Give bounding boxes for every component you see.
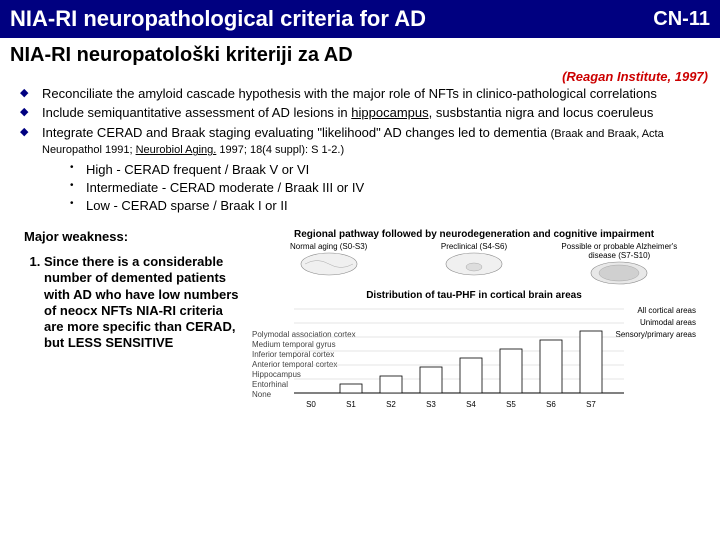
bar-chart: S0 S1 S2 S3 S4 S5 S6 S7: [294, 303, 624, 413]
figure-area: Regional pathway followed by neurodegene…: [252, 229, 696, 421]
brain-stage: Preclinical (S4-S6): [402, 242, 546, 286]
weakness-list: Since there is a considerable number of …: [24, 254, 244, 352]
weakness-title: Major weakness:: [24, 229, 244, 244]
lower-section: Major weakness: Since there is a conside…: [14, 229, 706, 421]
brain-icon: [587, 260, 651, 286]
bullet-text: Include semiquantitative assessment of A…: [42, 105, 351, 120]
bullet-item: Integrate CERAD and Braak staging evalua…: [20, 125, 706, 159]
weakness-block: Major weakness: Since there is a conside…: [24, 229, 244, 421]
ref-underline: Neurobiol Aging.: [136, 144, 217, 156]
y-left-label: Entorhinal: [252, 381, 288, 389]
pathway-title: Regional pathway followed by neurodegene…: [252, 229, 696, 240]
brain-icon: [297, 251, 361, 277]
page-code: CN-11: [653, 8, 710, 31]
y-right-label: All cortical areas: [637, 307, 696, 315]
sub-bullet-list: High - CERAD frequent / Braak V or VI In…: [14, 162, 706, 213]
svg-text:S7: S7: [586, 400, 596, 409]
chart-area: All cortical areas Unimodal areas Sensor…: [252, 303, 696, 421]
brain-stage: Normal aging (S0-S3): [257, 242, 401, 286]
bullet-text: Integrate CERAD and Braak staging evalua…: [42, 125, 551, 140]
svg-text:S2: S2: [386, 400, 396, 409]
ref-post: 1997; 18(4 suppl): S 1-2.): [216, 144, 344, 156]
brain-stage: Possible or probable Alzheimer's disease…: [547, 242, 691, 286]
y-right-label: Unimodal areas: [640, 319, 696, 327]
svg-text:S3: S3: [426, 400, 436, 409]
title-bar: NIA-RI neuropathological criteria for AD…: [0, 0, 720, 38]
sub-bullet-item: Intermediate - CERAD moderate / Braak II…: [70, 180, 706, 195]
dist-title: Distribution of tau-PHF in cortical brai…: [252, 290, 696, 301]
bullet-text: , susbstantia nigra and locus coeruleus: [429, 105, 654, 120]
svg-text:S4: S4: [466, 400, 476, 409]
svg-text:S5: S5: [506, 400, 516, 409]
y-left-label: None: [252, 391, 271, 399]
stage-label: Normal aging (S0-S3): [257, 242, 401, 251]
bullet-item: Reconciliate the amyloid cascade hypothe…: [20, 86, 706, 102]
bullet-text: Reconciliate the amyloid cascade hypothe…: [42, 86, 657, 101]
brain-icon: [442, 251, 506, 277]
brain-row: Normal aging (S0-S3) Preclinical (S4-S6)…: [252, 242, 696, 286]
svg-text:S6: S6: [546, 400, 556, 409]
bullet-item: Include semiquantitative assessment of A…: [20, 105, 706, 121]
stage-label: Possible or probable Alzheimer's disease…: [547, 242, 691, 260]
citation-right: (Reagan Institute, 1997): [0, 69, 720, 86]
stage-label: Preclinical (S4-S6): [402, 242, 546, 251]
bullet-underline: hippocampus: [351, 105, 428, 120]
main-bullet-list: Reconciliate the amyloid cascade hypothe…: [14, 86, 706, 158]
page-title: NIA-RI neuropathological criteria for AD: [10, 6, 426, 32]
svg-text:S1: S1: [346, 400, 356, 409]
subtitle: NIA-RI neuropatološki kriteriji za AD: [0, 38, 720, 69]
weakness-item: Since there is a considerable number of …: [44, 254, 244, 352]
y-right-label: Sensory/primary areas: [616, 331, 696, 339]
svg-text:S0: S0: [306, 400, 316, 409]
sub-bullet-item: High - CERAD frequent / Braak V or VI: [70, 162, 706, 177]
content-area: Reconciliate the amyloid cascade hypothe…: [0, 86, 720, 421]
sub-bullet-item: Low - CERAD sparse / Braak I or II: [70, 198, 706, 213]
